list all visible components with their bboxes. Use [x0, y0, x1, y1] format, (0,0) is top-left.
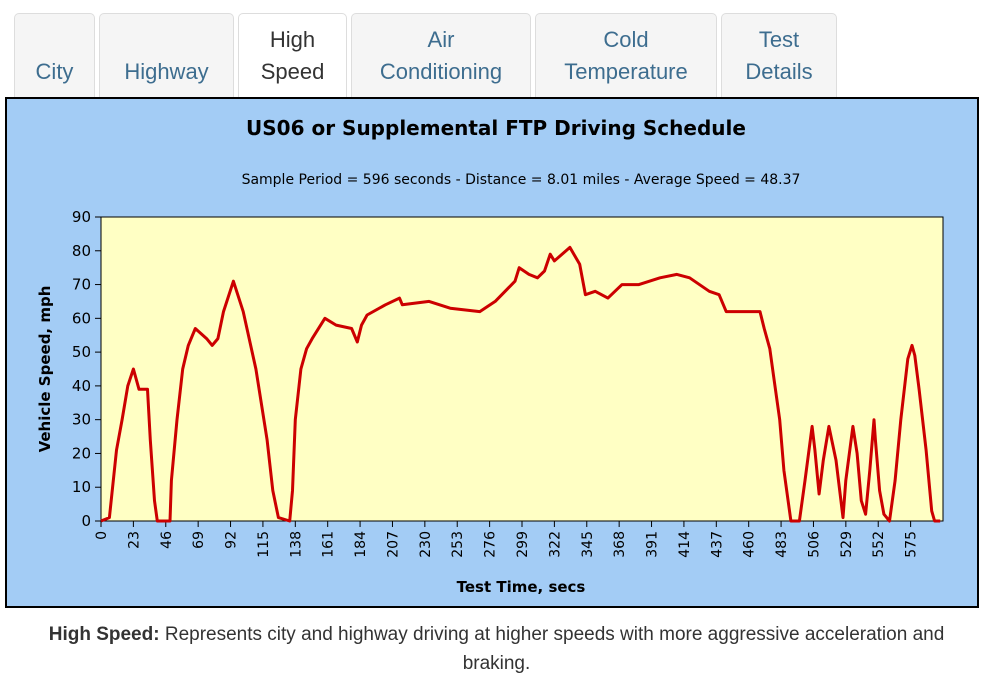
- tab[interactable]: High Speed: [238, 13, 347, 98]
- x-axis-label: Test Time, secs: [457, 578, 586, 596]
- y-tick-label: 40: [72, 377, 91, 395]
- x-tick-label: 299: [515, 531, 531, 558]
- x-tick-label: 414: [677, 531, 693, 558]
- x-tick-label: 253: [450, 531, 466, 558]
- chart-subtitle: Sample Period = 596 seconds - Distance =…: [242, 172, 801, 188]
- tab[interactable]: Test Details: [721, 13, 837, 98]
- caption-text: Represents city and highway driving at h…: [164, 624, 945, 674]
- x-tick-label: 552: [871, 531, 887, 558]
- x-tick-label: 115: [256, 531, 272, 558]
- y-tick-label: 70: [72, 276, 91, 294]
- x-tick-label: 69: [191, 531, 207, 549]
- x-tick-label: 184: [353, 531, 369, 558]
- tab-bar: City Highway High Speed Air Conditioning Col…: [14, 13, 837, 98]
- tab[interactable]: Highway: [99, 13, 234, 98]
- x-tick-label: 460: [742, 531, 758, 558]
- y-tick-label: 80: [72, 242, 91, 260]
- tab[interactable]: Cold Temperature: [535, 13, 717, 98]
- x-tick-label: 46: [159, 531, 175, 549]
- y-tick-label: 30: [72, 411, 91, 429]
- x-tick-label: 138: [288, 531, 304, 558]
- y-axis-label: Vehicle Speed, mph: [36, 286, 54, 453]
- x-tick-label: 23: [126, 531, 142, 549]
- x-tick-label: 391: [645, 531, 661, 558]
- x-tick-label: 483: [774, 531, 790, 558]
- x-tick-label: 322: [547, 531, 563, 558]
- x-tick-label: 437: [709, 531, 725, 558]
- caption: High Speed: Represents city and highway …: [20, 620, 973, 678]
- caption-label: High Speed:: [48, 624, 160, 645]
- x-tick-label: 529: [839, 531, 855, 558]
- x-tick-label: 161: [321, 531, 337, 558]
- y-tick-label: 50: [72, 343, 91, 361]
- x-tick-label: 207: [385, 531, 401, 558]
- x-tick-label: 0: [94, 531, 110, 540]
- y-tick-label: 60: [72, 309, 91, 327]
- x-tick-label: 230: [418, 531, 434, 558]
- x-tick-label: 368: [612, 531, 628, 558]
- y-tick-label: 0: [81, 512, 91, 530]
- speed-line: [100, 245, 941, 523]
- x-tick-label: 575: [904, 531, 920, 558]
- chart: US06 or Supplemental FTP Driving Schedul…: [5, 97, 979, 608]
- x-tick-label: 506: [806, 531, 822, 558]
- y-tick-label: 10: [72, 478, 91, 496]
- x-tick-label: 276: [483, 531, 499, 558]
- tab[interactable]: Air Conditioning: [351, 13, 531, 98]
- y-tick-label: 20: [72, 444, 91, 462]
- chart-title: US06 or Supplemental FTP Driving Schedul…: [246, 116, 746, 140]
- x-tick-label: 345: [580, 531, 596, 558]
- tab[interactable]: City: [14, 13, 95, 98]
- y-tick-label: 90: [72, 208, 91, 226]
- plot-area: [100, 216, 944, 522]
- x-tick-label: 92: [224, 531, 240, 549]
